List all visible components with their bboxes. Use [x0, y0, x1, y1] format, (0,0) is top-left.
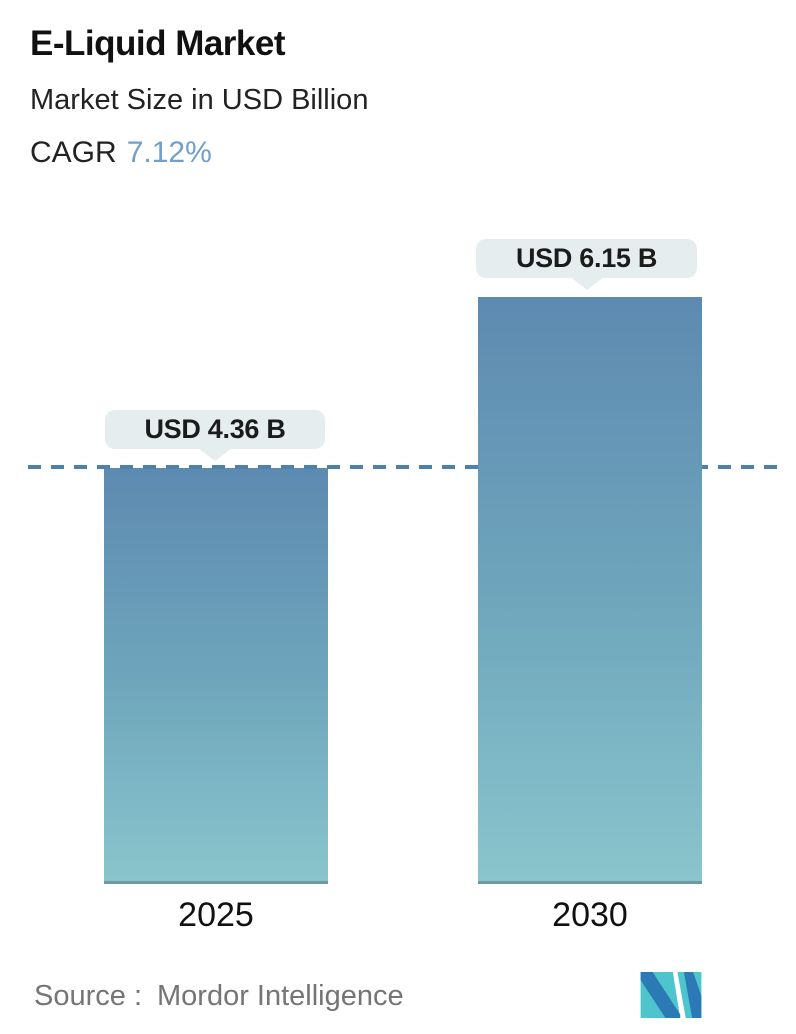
value-label-2025: USD 4.36 B: [105, 410, 325, 461]
page-title: E-Liquid Market: [30, 24, 286, 63]
x-axis-label-2025: 2025: [178, 896, 254, 934]
logo-left-blue-stroke: [640, 972, 681, 1018]
tooltip-notch: [569, 277, 604, 290]
mordor-intelligence-logo: [640, 972, 702, 1018]
cagr-value: 7.12%: [126, 136, 212, 169]
bar-2030: [478, 297, 702, 884]
source-label: Source :: [34, 980, 142, 1012]
reference-dashed-line: [28, 465, 780, 469]
source-value: Mordor Intelligence: [157, 980, 404, 1012]
value-label-2025-text: USD 4.36 B: [144, 414, 286, 444]
logo-right-blue-stroke: [683, 972, 702, 1018]
source-line: Source : Mordor Intelligence: [34, 980, 404, 1013]
value-label-2030-text: USD 6.15 B: [515, 243, 658, 273]
x-axis-label-2030: 2030: [552, 896, 628, 934]
cagr-line: CAGR 7.12%: [30, 136, 212, 170]
bar-2025: [104, 468, 328, 884]
cagr-label: CAGR: [30, 136, 117, 169]
tooltip-notch: [198, 448, 232, 461]
value-label-2030: USD 6.15 B: [476, 239, 697, 290]
chart-subtitle: Market Size in USD Billion: [30, 84, 369, 116]
